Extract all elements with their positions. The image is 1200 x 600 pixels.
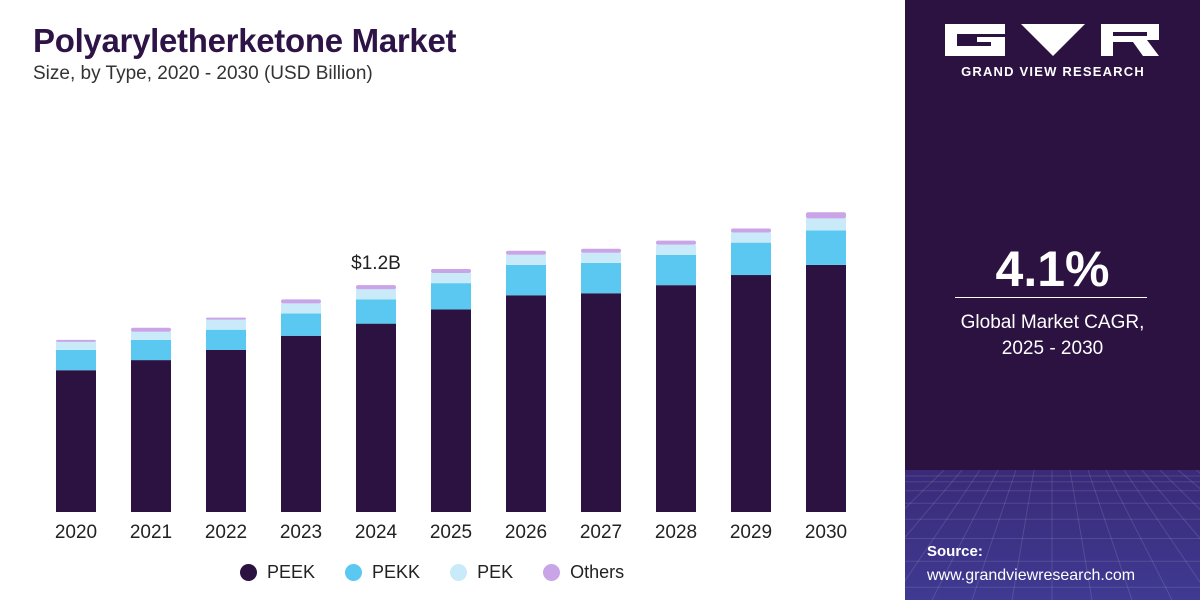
x-tick-label-2024: 2024 [355,522,398,543]
chart-subtitle: Size, by Type, 2020 - 2030 (USD Billion) [33,63,373,84]
bar-segment-pekk-2021 [131,339,171,361]
brand-name: GRAND VIEW RESEARCH [961,64,1145,79]
x-tick-label-2027: 2027 [580,522,622,543]
bar-segment-peek-2025 [431,309,471,512]
x-tick-label-2020: 2020 [55,522,97,543]
legend-swatch-pek [450,564,468,581]
source-link[interactable]: www.grandviewresearch.com [927,567,1136,584]
cagr-divider [955,297,1147,298]
bar-segment-pek-2028 [656,244,696,255]
bar-segment-others-2024 [356,285,396,290]
legend-swatch-pekk [345,564,363,581]
bar-segment-others-2029 [731,228,771,233]
bar-segment-pekk-2030 [806,230,846,265]
bar-chart: 2020 2021 2022 2023 $1.2B 2024 2025 2026 2027 202… [55,212,847,543]
bar-segment-peek-2024 [356,323,396,512]
x-tick-label-2030: 2030 [805,522,847,543]
bar-segment-peek-2026 [506,295,546,512]
bar-segment-pek-2022 [206,319,246,330]
legend-swatch-peek [240,564,257,581]
chart-panel: Polyaryletherketone Market Size, by Type… [33,22,848,583]
x-tick-label-2023: 2023 [280,522,322,543]
bar-segment-others-2020 [56,339,96,342]
bar-segment-pekk-2024 [356,299,396,324]
bar-segment-pek-2026 [506,254,546,265]
x-tick-label-2028: 2028 [655,522,697,543]
bar-segment-peek-2029 [731,275,771,512]
x-tick-label-2025: 2025 [430,522,472,543]
bar-segment-pek-2021 [131,331,171,340]
gvr-logo-icon [945,24,1159,56]
source-label: Source: [927,543,983,560]
side-panel: GRAND VIEW RESEARCH 4.1% Global Market C… [905,0,1200,600]
bar-segment-others-2027 [581,248,621,253]
legend-label-pek: PEK [477,562,514,582]
legend-item-peek: PEEK [240,562,315,583]
bar-segment-peek-2023 [281,335,321,512]
chart-title: Polyaryletherketone Market [33,22,457,59]
bar-segment-others-2028 [656,240,696,245]
legend-item-others: Others [543,562,624,583]
bar-segment-pekk-2020 [56,349,96,371]
bar-segment-others-2022 [206,317,246,320]
cagr-label: Global Market CAGR, 2025 - 2030 [905,310,1200,362]
side-panel-footer-band [905,470,1200,600]
bar-segment-peek-2022 [206,349,246,512]
bar-segment-peek-2021 [131,360,171,512]
bar-segment-others-2026 [506,250,546,255]
cagr-label-line2: 2025 - 2030 [1001,338,1104,359]
bar-segment-pek-2030 [806,218,846,231]
legend-label-pekk: PEKK [372,562,421,582]
bar-segment-others-2025 [431,268,471,274]
cagr-label-line1: Global Market CAGR, [960,312,1145,333]
bar-segment-pekk-2022 [206,329,246,350]
bar-segment-pekk-2026 [506,264,546,296]
legend-label-peek: PEEK [267,562,316,582]
bar-segment-pek-2029 [731,232,771,243]
x-tick-label-2022: 2022 [205,522,247,543]
legend-item-pek: PEK [450,562,513,583]
bar-segment-pekk-2029 [731,242,771,276]
data-label-2024: $1.2B [351,253,401,274]
x-tick-label-2026: 2026 [505,522,547,543]
bar-segment-others-2030 [806,212,846,219]
legend-item-pekk: PEKK [345,562,420,583]
decorative-grid-pattern [905,470,1200,600]
brand-logo: GRAND VIEW RESEARCH [943,22,1163,79]
bar-segment-pekk-2023 [281,313,321,336]
x-tick-label-2029: 2029 [730,522,772,543]
bar-segment-pek-2023 [281,303,321,314]
cagr-value: 4.1% [995,241,1110,297]
bar-segment-others-2021 [131,327,171,332]
legend-label-others: Others [570,562,625,582]
bar-segment-pek-2025 [431,273,471,284]
bar-segment-pek-2020 [56,341,96,350]
bar-segment-others-2023 [281,299,321,304]
bar-segment-pekk-2025 [431,283,471,310]
x-tick-label-2021: 2021 [130,522,172,543]
bar-segment-peek-2030 [806,264,846,512]
bar-segment-peek-2020 [56,370,96,512]
bar-segment-peek-2028 [656,285,696,512]
bar-segment-pek-2027 [581,252,621,263]
bar-segment-pek-2024 [356,289,396,300]
bar-segment-pekk-2027 [581,262,621,294]
legend-swatch-others [543,564,561,581]
bar-segment-pekk-2028 [656,254,696,286]
chart-legend: PEEK PEKK PEK Others [240,562,624,583]
bar-segment-peek-2027 [581,293,621,512]
